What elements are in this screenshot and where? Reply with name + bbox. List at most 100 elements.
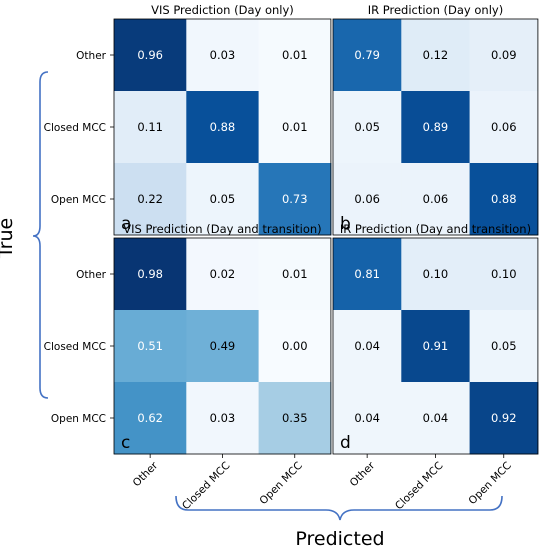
heatmap-cell [333, 163, 402, 236]
cell-value-label: 0.03 [210, 411, 236, 425]
cell-value-label: 0.06 [354, 192, 380, 206]
x-tick-label: Other [131, 459, 161, 489]
cell-value-label: 0.06 [491, 120, 517, 134]
heatmap-cell [258, 382, 332, 455]
heatmap-cell [469, 19, 539, 92]
cell-value-label: 0.22 [137, 192, 163, 206]
cell-value-label: 0.49 [210, 339, 236, 353]
heatmap-cell [114, 19, 187, 92]
y-tick-label: Closed MCC [44, 122, 106, 134]
cell-value-label: 0.11 [137, 120, 163, 134]
cell-value-label: 0.01 [282, 267, 308, 281]
y-tick-label: Other [76, 269, 106, 281]
heatmap-cell [333, 19, 402, 92]
heatmap-cell [186, 382, 260, 455]
heatmap-cell [469, 238, 539, 311]
cell-value-label: 0.79 [354, 48, 380, 62]
cell-value-label: 0.81 [354, 267, 380, 281]
heatmap-cell [401, 310, 471, 383]
x-tick-label: Closed MCC [180, 460, 233, 513]
x-tick-label: Closed MCC [393, 460, 446, 513]
panel-letter: c [121, 433, 130, 453]
cell-value-label: 0.10 [491, 267, 517, 281]
panel-b: 0.79 0.12 0.09 0.05 0.89 0.06 0.06 0.06 0.88 IR P… [332, 3, 539, 236]
cell-value-label: 0.98 [137, 267, 163, 281]
y-tick-label: Open MCC [51, 413, 106, 425]
heatmap-cell [401, 238, 471, 311]
panel-letter: a [121, 214, 131, 234]
panel-title: VIS Prediction (Day and transition) [123, 222, 321, 236]
heatmap-cell [333, 382, 402, 455]
x-axis-label: Predicted [295, 528, 384, 550]
cell-value-label: 0.00 [282, 339, 308, 353]
heatmap-cell [333, 310, 402, 383]
cell-value-label: 0.04 [354, 339, 380, 353]
panel-c: 0.98 0.02 0.01 0.51 0.49 0.00 0.62 0.03 0.35 VIS … [44, 222, 332, 512]
cell-value-label: 0.04 [354, 411, 380, 425]
cell-value-label: 0.88 [210, 120, 236, 134]
panel-letter: d [340, 433, 351, 453]
x-tick-label: Open MCC [466, 460, 513, 507]
heatmap-cell [258, 238, 332, 311]
x-tick-label: Open MCC [257, 460, 304, 507]
cell-value-label: 0.92 [491, 411, 517, 425]
cell-value-label: 0.96 [137, 48, 163, 62]
bracket-group [32, 71, 503, 521]
heatmap-cell [401, 19, 471, 92]
cell-value-label: 0.01 [282, 120, 308, 134]
panel-d: 0.81 0.10 0.10 0.04 0.91 0.05 0.04 0.04 0.92 IR P… [332, 222, 539, 513]
cell-value-label: 0.06 [423, 192, 449, 206]
heatmap-cell [333, 91, 402, 164]
cell-value-label: 0.88 [491, 192, 517, 206]
cell-value-label: 0.05 [354, 120, 380, 134]
heatmap-cell [469, 163, 539, 236]
panel-frame [332, 18, 539, 236]
x-tick-label: Other [348, 459, 378, 489]
heatmap-cell [186, 238, 260, 311]
panel-title: VIS Prediction (Day only) [151, 3, 294, 17]
cell-value-label: 0.12 [423, 48, 449, 62]
cell-value-label: 0.62 [137, 411, 163, 425]
y-axis-label: True [0, 218, 17, 259]
panels-group: 0.96 0.03 0.01 0.11 0.88 0.01 0.22 0.05 0.73 VIS … [44, 3, 539, 512]
heatmap-cell [258, 310, 332, 383]
heatmap-cell [114, 238, 187, 311]
panel-title: IR Prediction (Day and transition) [340, 222, 531, 236]
cell-value-label: 0.35 [282, 411, 308, 425]
heatmap-cell [401, 382, 471, 455]
heatmap-cell [258, 163, 332, 236]
heatmap-cell [469, 310, 539, 383]
heatmap-cell [469, 382, 539, 455]
cell-value-label: 0.91 [423, 339, 449, 353]
cell-value-label: 0.05 [210, 192, 236, 206]
cell-value-label: 0.03 [210, 48, 236, 62]
heatmap-cell [114, 382, 187, 455]
heatmap-cell [186, 91, 260, 164]
cell-value-label: 0.09 [491, 48, 517, 62]
cell-value-label: 0.51 [137, 339, 163, 353]
cell-value-label: 0.10 [423, 267, 449, 281]
cell-value-label: 0.02 [210, 267, 236, 281]
heatmap-cell [469, 91, 539, 164]
panel-a: 0.96 0.03 0.01 0.11 0.88 0.01 0.22 0.05 0.73 VIS … [44, 3, 332, 236]
heatmap-cell [401, 91, 471, 164]
heatmap-cell [186, 19, 260, 92]
heatmap-cell [114, 310, 187, 383]
heatmap-cell [333, 238, 402, 311]
cell-value-label: 0.73 [282, 192, 308, 206]
cell-value-label: 0.01 [282, 48, 308, 62]
heatmap-cell [186, 310, 260, 383]
heatmap-cell [258, 91, 332, 164]
predicted-axis-bracket [175, 495, 503, 521]
y-tick-label: Closed MCC [44, 341, 106, 353]
panel-letter: b [340, 214, 351, 234]
heatmap-cell [258, 19, 332, 92]
cell-value-label: 0.89 [423, 120, 449, 134]
cell-value-label: 0.04 [423, 411, 449, 425]
cell-value-label: 0.05 [491, 339, 517, 353]
heatmap-cell [114, 91, 187, 164]
heatmap-cell [186, 163, 260, 236]
heatmap-cell [401, 163, 471, 236]
true-axis-bracket [32, 71, 49, 399]
